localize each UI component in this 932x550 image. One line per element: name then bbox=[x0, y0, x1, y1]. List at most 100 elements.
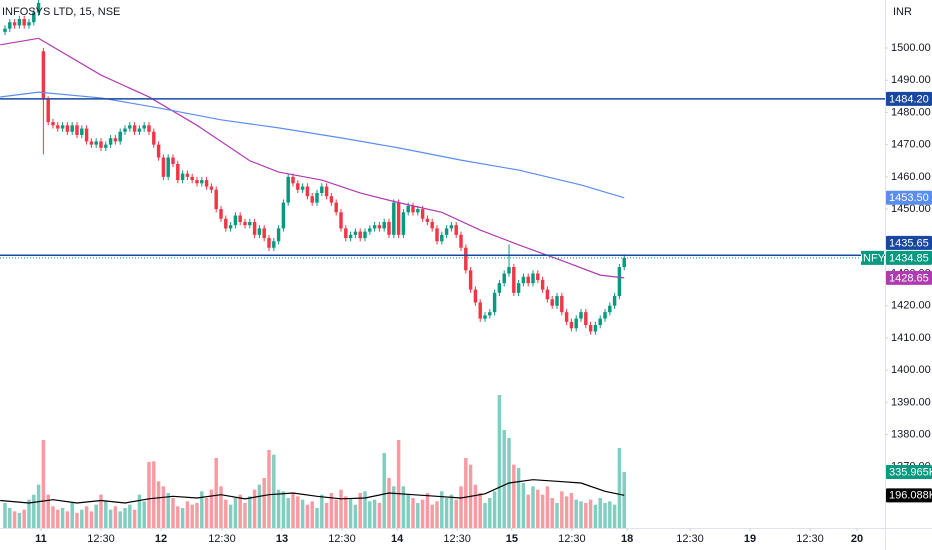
volume-bar bbox=[363, 491, 367, 528]
y-tick-label: 1390.00 bbox=[891, 396, 931, 408]
volume-bar bbox=[166, 493, 170, 528]
candle-body bbox=[32, 12, 36, 23]
volume-bar bbox=[497, 395, 502, 528]
volume-bar bbox=[195, 503, 199, 528]
volume-bar bbox=[8, 508, 12, 528]
x-tick-label: 11 bbox=[35, 533, 47, 545]
volume-bar bbox=[3, 503, 7, 528]
price-label: 335.965K bbox=[889, 466, 932, 478]
volume-bar bbox=[257, 484, 262, 528]
candle-body bbox=[435, 228, 439, 242]
volume-bar bbox=[536, 489, 540, 528]
candle-body bbox=[224, 218, 228, 229]
volume-bar bbox=[348, 498, 353, 528]
volume-bar bbox=[17, 513, 22, 528]
y-tick-label: 1400.00 bbox=[891, 364, 931, 376]
volume-bar bbox=[521, 483, 526, 528]
volume-bar bbox=[516, 468, 521, 528]
price-label: 1428.65 bbox=[889, 272, 929, 284]
candle-body bbox=[84, 128, 89, 142]
moving-average-line bbox=[0, 37, 625, 279]
volume-bar bbox=[190, 504, 194, 528]
volume-bar bbox=[368, 501, 372, 528]
candle-body bbox=[564, 312, 569, 322]
volume-bar bbox=[233, 498, 238, 528]
volume-bar bbox=[550, 498, 554, 528]
volume-bar bbox=[276, 489, 281, 528]
volume-bar bbox=[372, 499, 377, 528]
candle-body bbox=[228, 225, 233, 229]
candle-body bbox=[382, 221, 386, 229]
volume-bar bbox=[22, 509, 26, 528]
volume-bar bbox=[392, 486, 396, 528]
volume-bar bbox=[152, 461, 156, 528]
x-tick-label: 20 bbox=[851, 533, 863, 545]
candle-body bbox=[118, 131, 122, 142]
volume-bar bbox=[128, 504, 132, 528]
volume-bar bbox=[406, 494, 410, 528]
candle-body bbox=[257, 228, 262, 235]
candle-body bbox=[497, 283, 502, 293]
currency-label: INR bbox=[893, 6, 912, 18]
volume-bar bbox=[315, 508, 319, 528]
candle-body bbox=[425, 218, 430, 222]
chart-title: INFOSYS LTD, 15, NSE bbox=[2, 6, 120, 18]
volume-bar bbox=[142, 501, 146, 528]
candle-body bbox=[593, 325, 598, 332]
volume-bar bbox=[118, 511, 122, 528]
price-label-bg bbox=[886, 465, 932, 480]
price-label-bg bbox=[886, 190, 932, 205]
candle-body bbox=[387, 221, 391, 235]
volume-bar bbox=[60, 508, 65, 528]
volume-average-line bbox=[0, 479, 625, 504]
candle-body bbox=[291, 176, 295, 184]
candle-body bbox=[353, 231, 358, 235]
volume-bar bbox=[41, 440, 46, 528]
volume-bar bbox=[459, 486, 463, 528]
candle-body bbox=[598, 318, 602, 326]
volume-bar bbox=[248, 496, 252, 528]
candle-body bbox=[248, 221, 252, 226]
price-label-bg bbox=[886, 235, 932, 250]
volume-bar bbox=[180, 508, 185, 528]
candle-body bbox=[377, 225, 382, 229]
volume-bar bbox=[603, 503, 607, 528]
volume-bar bbox=[228, 504, 233, 528]
volume-bar bbox=[411, 498, 415, 528]
volume-bar bbox=[132, 509, 137, 528]
volume-bar bbox=[262, 478, 266, 528]
candle-body bbox=[440, 234, 444, 242]
candle-body bbox=[617, 267, 622, 297]
volume-bar bbox=[99, 494, 103, 528]
volume-bar bbox=[305, 504, 310, 528]
candle-body bbox=[195, 180, 199, 184]
volume-bar bbox=[401, 486, 406, 528]
candle-body bbox=[526, 276, 530, 284]
candle-body bbox=[152, 131, 156, 145]
volume-bar bbox=[416, 503, 420, 528]
candle-body bbox=[507, 267, 511, 274]
volume-bar bbox=[281, 491, 286, 528]
candle-body bbox=[588, 325, 593, 332]
candle-body bbox=[603, 312, 607, 319]
candle-body bbox=[281, 202, 286, 229]
x-tick-label: 12:30 bbox=[443, 533, 471, 545]
volume-bar bbox=[156, 481, 161, 528]
volume-bar bbox=[382, 453, 386, 528]
volume-bar bbox=[339, 489, 343, 528]
candle-body bbox=[579, 312, 583, 319]
candle-body bbox=[219, 209, 223, 219]
candle-body bbox=[464, 247, 468, 271]
volume-bar bbox=[161, 486, 166, 528]
candle-body bbox=[430, 221, 434, 229]
price-label-bg bbox=[886, 270, 932, 285]
price-label-bg bbox=[886, 91, 932, 106]
volume-bar bbox=[185, 501, 190, 528]
candle-body bbox=[190, 176, 194, 181]
candle-body bbox=[560, 296, 564, 313]
candle-body bbox=[137, 128, 142, 132]
candle-body bbox=[305, 186, 310, 197]
candle-body bbox=[358, 231, 362, 239]
time-axis-bg bbox=[0, 528, 885, 550]
candle-body bbox=[286, 176, 290, 203]
